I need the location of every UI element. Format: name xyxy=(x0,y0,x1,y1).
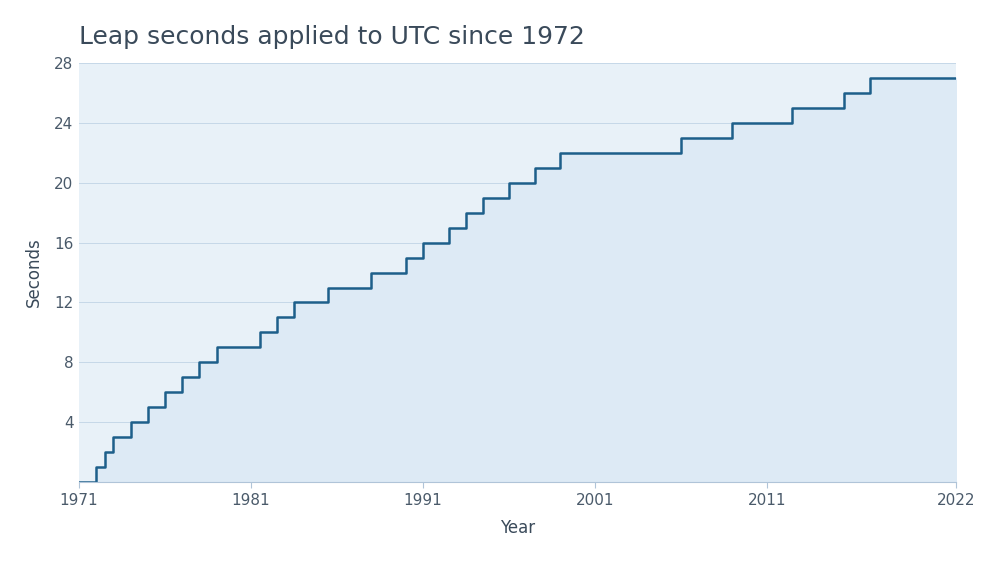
Text: Leap seconds applied to UTC since 1972: Leap seconds applied to UTC since 1972 xyxy=(79,25,585,49)
Y-axis label: Seconds: Seconds xyxy=(25,238,43,307)
X-axis label: Year: Year xyxy=(500,519,535,537)
